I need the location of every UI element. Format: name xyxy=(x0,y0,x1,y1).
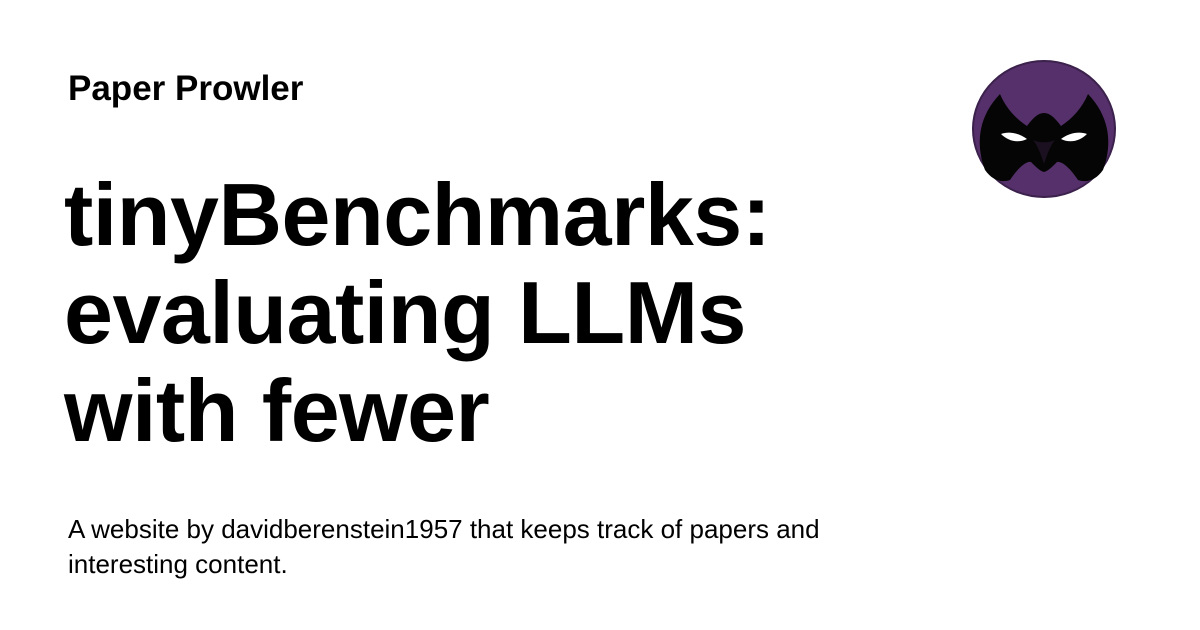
page-title: tinyBenchmarks: evaluating LLMs with few… xyxy=(64,165,771,460)
masked-face-icon xyxy=(972,60,1116,198)
site-name[interactable]: Paper Prowler xyxy=(68,69,304,108)
site-logo[interactable] xyxy=(972,60,1116,198)
site-description: A website by davidberenstein1957 that ke… xyxy=(68,514,820,579)
